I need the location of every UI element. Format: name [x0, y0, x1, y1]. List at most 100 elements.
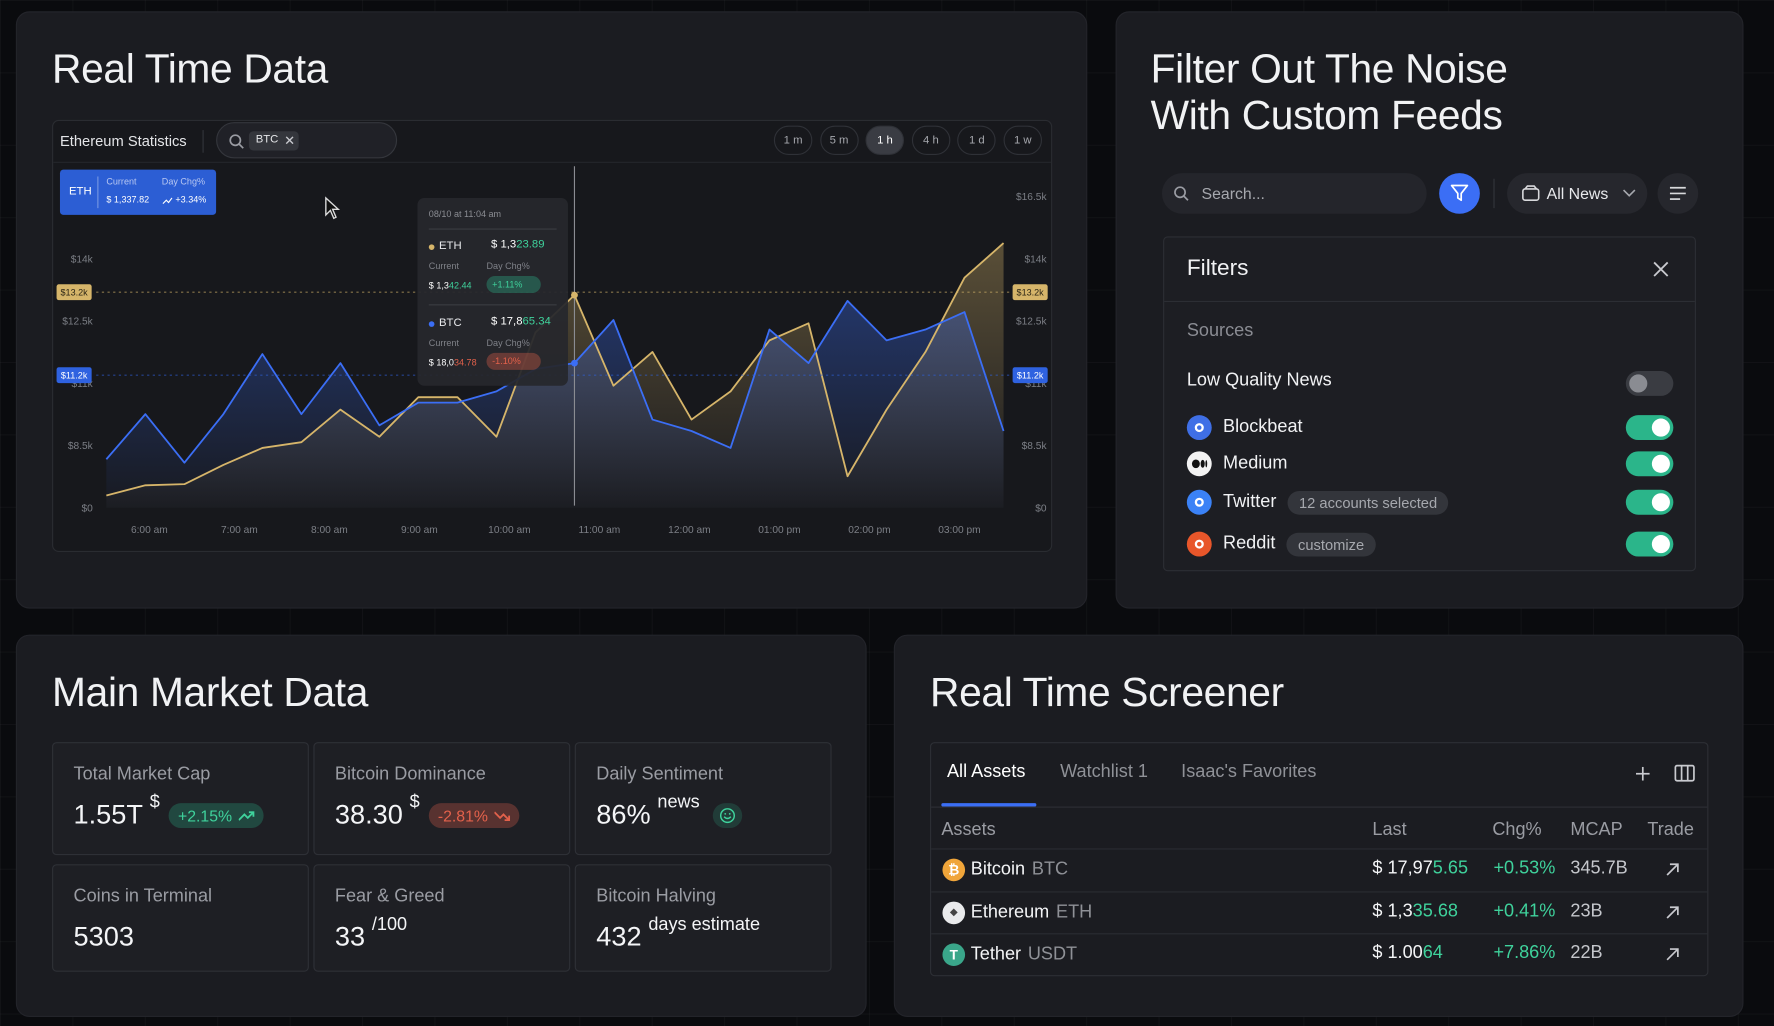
x-tick-label: 8:00 am — [311, 525, 348, 536]
price-tick: 65.34 — [522, 315, 551, 329]
y-tick-label: $0 — [81, 503, 93, 514]
toggle[interactable] — [1625, 451, 1674, 477]
trade-arrow[interactable] — [1666, 948, 1679, 961]
x-tick-label: 11:00 am — [579, 525, 621, 536]
source-tag[interactable]: customize — [1286, 532, 1376, 556]
timeframe-button[interactable]: 1 h — [865, 125, 905, 155]
add-icon[interactable] — [1636, 766, 1650, 781]
tooltip-dot — [428, 244, 435, 250]
price-tick: 23.89 — [516, 238, 545, 252]
y-tick-label: $11k — [1025, 379, 1047, 390]
marker-label: $11.2k — [1017, 371, 1044, 381]
tooltip-price: $ 1,323.89 — [491, 239, 544, 251]
asset-change: +0.53% — [1493, 858, 1556, 878]
stat-row: 33/100 — [334, 915, 567, 958]
last-main: $ 1.00 — [1372, 943, 1423, 963]
toggle-knob[interactable] — [1651, 454, 1670, 473]
panel-title: With Custom Feeds — [1150, 91, 1503, 139]
stat-label: Daily Sentiment — [596, 764, 724, 784]
asset-symbol: ETH — [1056, 902, 1093, 922]
y-tick-label: $14k — [1024, 254, 1047, 265]
asset-last: $ 17,975.65 — [1372, 859, 1468, 879]
source-name: Blockbeat — [1223, 417, 1303, 437]
x-tick-label: 02:00 pm — [848, 525, 890, 536]
trade-arrow[interactable] — [1666, 863, 1679, 876]
search-tag[interactable]: BTC — [248, 131, 299, 151]
badge-label: Current — [106, 176, 137, 187]
stat-value: 86% — [596, 799, 651, 831]
stat-sup: $ — [409, 792, 420, 813]
timeframe-button[interactable]: 1 w — [1003, 125, 1043, 155]
asset-icon: ◆ — [942, 901, 966, 924]
timeframe-button[interactable]: 5 m — [819, 125, 859, 155]
search-input[interactable]: Search... — [1161, 173, 1427, 214]
toggle[interactable] — [1625, 371, 1674, 396]
y-tick-label: $12.5k — [62, 317, 93, 328]
y-tick-label: $12.5k — [1016, 317, 1047, 328]
source-name: Reddit — [1223, 533, 1276, 554]
source-glyph — [1194, 539, 1204, 549]
tooltip-current: $ 1,342.44 — [429, 281, 472, 291]
source-row: Twitter 12 accounts selected — [1223, 490, 1608, 515]
marker-label: $13.2k — [61, 288, 89, 298]
stat-label: Bitcoin Dominance — [334, 764, 486, 784]
row-line — [931, 890, 1708, 892]
current-main: $ 18,0 — [428, 357, 454, 368]
source-icon — [1186, 489, 1212, 515]
x-tick-label: 7:00 am — [221, 525, 258, 536]
tab[interactable]: Isaac's Favorites — [1181, 762, 1317, 782]
timeframe-label[interactable]: 5 m — [829, 134, 849, 147]
stat-value: 33 — [334, 921, 366, 953]
trade-arrow[interactable] — [1666, 905, 1679, 919]
toggle-knob[interactable] — [1651, 418, 1670, 437]
asset-change: +0.41% — [1493, 901, 1556, 921]
change-text: +1.11% — [492, 279, 523, 290]
search-pill[interactable]: BTC — [216, 122, 398, 159]
news-select[interactable]: All News — [1507, 173, 1648, 214]
timeframe-button[interactable]: 4 h — [911, 125, 951, 155]
smile — [720, 808, 736, 824]
columns-icon[interactable] — [1674, 764, 1695, 782]
y-tick-label: $16.5k — [1016, 192, 1047, 203]
last-tick: 35.68 — [1412, 901, 1458, 921]
menu-icon — [1669, 186, 1686, 200]
toggle-knob[interactable] — [1651, 535, 1670, 554]
timeframe-label[interactable]: 1 h — [877, 134, 893, 147]
timeframe-label[interactable]: 1 m — [783, 134, 803, 147]
toggle[interactable] — [1625, 531, 1674, 557]
column-header: Assets — [941, 820, 996, 840]
trend-arrow — [238, 810, 255, 821]
y-tick-label: $11k — [71, 379, 93, 390]
stat-label: Fear & Greed — [334, 886, 445, 907]
source-tag[interactable]: 12 accounts selected — [1287, 490, 1449, 515]
toggle[interactable] — [1625, 489, 1674, 515]
timeframe-label[interactable]: 1 d — [968, 134, 985, 147]
close-icon[interactable] — [1653, 261, 1669, 277]
y-tick-label: $8.5k — [1022, 441, 1048, 452]
asset-icon: ₿ — [942, 858, 966, 882]
timeframe-label[interactable]: 4 h — [923, 134, 939, 147]
source-glyph — [1194, 423, 1204, 433]
badge-text: +2.15% — [177, 806, 233, 825]
timeframe-button[interactable]: 1 d — [957, 125, 997, 155]
crosshair-dot — [571, 359, 578, 367]
toggle-knob[interactable] — [1651, 493, 1670, 512]
timeframe-label[interactable]: 1 w — [1013, 134, 1032, 147]
toggle[interactable] — [1625, 415, 1674, 441]
menu-button[interactable] — [1657, 173, 1699, 214]
timeframe-button[interactable]: 1 m — [773, 125, 813, 155]
tab[interactable]: All Assets — [946, 762, 1026, 782]
asset-symbol: USDT — [1027, 944, 1078, 964]
news-select-text: All News — [1546, 184, 1609, 203]
price-main: $ 17,8 — [491, 315, 523, 329]
tab-underline — [941, 803, 1037, 807]
stat-sup: days estimate — [648, 915, 761, 935]
tab[interactable]: Watchlist 1 — [1060, 762, 1148, 782]
stat-value: 1.55T — [73, 799, 143, 831]
x-tick-label: 10:00 am — [488, 525, 530, 536]
filter-button[interactable] — [1439, 173, 1480, 214]
stat-card: Bitcoin Halving 432 days estimate — [574, 864, 832, 972]
toggle-knob[interactable] — [1629, 374, 1648, 393]
filters-title: Filters — [1186, 255, 1249, 281]
asset-last: $ 1,335.68 — [1372, 901, 1458, 921]
